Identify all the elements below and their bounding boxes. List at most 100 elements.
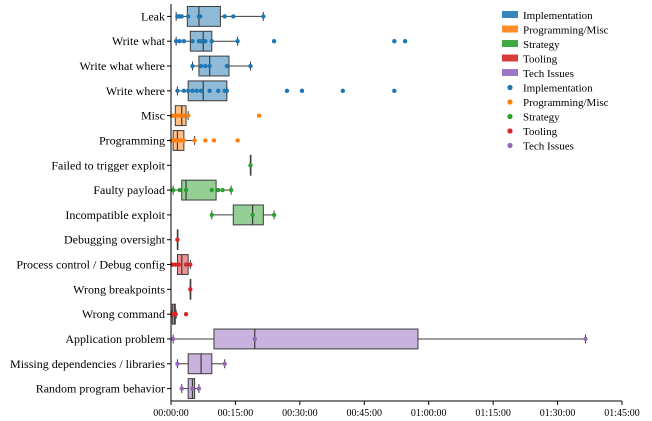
data-point: [181, 113, 187, 118]
box-write-where: [175, 80, 397, 102]
box-application-problem: [170, 328, 588, 350]
box-write-what-where: [190, 55, 253, 77]
category-label: Incompatible exploit: [65, 208, 165, 222]
legend-swatch: [502, 11, 518, 18]
data-point: [177, 39, 182, 44]
data-point: [198, 63, 204, 69]
box-leak: [175, 5, 266, 27]
category-label: Failed to trigger exploit: [51, 158, 165, 172]
data-point: [178, 138, 183, 143]
data-point: [175, 361, 180, 366]
data-point: [196, 386, 202, 391]
data-point: [181, 88, 187, 94]
x-tick-label: 00:30:00: [282, 408, 318, 419]
data-point: [179, 386, 184, 391]
legend-marker: [507, 142, 513, 149]
x-tick-label: 00:45:00: [347, 408, 383, 419]
box-iqr: [213, 328, 419, 350]
data-point: [250, 212, 255, 218]
x-tick-label: 01:00:00: [411, 408, 447, 419]
data-point: [222, 14, 227, 19]
category-label: Programming: [99, 133, 165, 147]
data-point: [173, 311, 178, 317]
legend-label: Tooling: [523, 54, 558, 66]
data-point: [583, 336, 588, 342]
legend-marker: [507, 113, 513, 120]
box-iqr: [186, 5, 221, 27]
data-point: [220, 187, 225, 193]
data-point: [256, 113, 262, 118]
category-label: Faulty payload: [93, 183, 165, 197]
legend-label: Strategy: [523, 39, 560, 51]
box-misc: [170, 105, 262, 127]
data-point: [271, 212, 277, 218]
legend-marker: [507, 99, 513, 105]
data-point: [198, 14, 203, 19]
legend-swatch: [502, 25, 518, 33]
category-label: Debugging oversight: [64, 233, 166, 247]
data-point: [170, 336, 176, 342]
data-point: [207, 88, 212, 94]
category-label: Misc: [141, 109, 165, 123]
legend-label: Implementation: [523, 83, 593, 95]
box-incompatible-exploit: [209, 204, 277, 226]
data-point: [181, 138, 187, 143]
data-point: [216, 88, 221, 94]
data-point: [224, 88, 230, 94]
box-random-program-behavior: [179, 378, 202, 400]
data-point: [172, 113, 177, 118]
data-point: [194, 88, 199, 94]
data-point: [179, 14, 184, 19]
data-point: [198, 88, 204, 94]
data-point: [228, 187, 234, 193]
box-write-what: [173, 30, 408, 52]
box-process-control-debug-config: [170, 254, 193, 275]
data-point: [203, 39, 208, 44]
data-point: [216, 187, 221, 193]
data-point: [170, 187, 176, 193]
data-point: [185, 113, 191, 118]
legend: Implementation Programming/Misc Strategy To…: [502, 10, 609, 153]
data-point: [402, 39, 408, 44]
data-point: [209, 39, 215, 44]
data-point: [190, 63, 195, 69]
category-label: Write what where: [80, 59, 165, 73]
data-point: [261, 14, 266, 19]
x-tick-label: 00:00:00: [153, 408, 189, 419]
x-tick-label: 00:15:00: [218, 408, 254, 419]
data-point: [203, 63, 208, 69]
data-point: [392, 39, 397, 44]
category-axis: Leak Write what Write what where Write wher…: [10, 9, 171, 396]
box-debugging-oversight: [175, 229, 180, 251]
category-label: Application problem: [65, 332, 165, 346]
data-point: [190, 39, 195, 44]
category-label: Random program behavior: [36, 382, 165, 396]
x-tick-label: 01:45:00: [604, 408, 640, 419]
x-tick-label: 01:15:00: [475, 408, 511, 419]
legend-label: Tooling: [523, 126, 558, 138]
data-point: [188, 262, 193, 267]
data-point: [175, 237, 180, 242]
data-point: [224, 63, 230, 69]
data-point: [231, 14, 236, 19]
data-point: [190, 88, 195, 94]
data-point: [198, 39, 204, 44]
data-point: [173, 262, 178, 267]
data-point: [183, 311, 189, 317]
data-point: [185, 14, 191, 19]
category-label: Wrong command: [82, 307, 165, 321]
category-label: Write where: [106, 84, 165, 98]
data-point: [248, 163, 253, 168]
data-point: [222, 361, 227, 366]
legend-label: Tech Issues: [523, 68, 574, 80]
data-point: [392, 88, 397, 94]
data-point: [211, 138, 217, 143]
data-point: [235, 138, 240, 143]
box-iqr: [187, 353, 213, 375]
data-point: [207, 63, 212, 69]
data-point: [175, 113, 180, 118]
box-programming: [169, 130, 240, 151]
data-point: [181, 39, 187, 44]
data-point: [175, 88, 180, 94]
